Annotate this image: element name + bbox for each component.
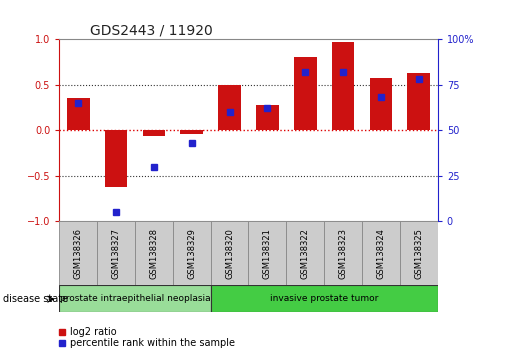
Text: GSM138328: GSM138328 <box>149 228 158 280</box>
Bar <box>362 221 400 287</box>
Text: GSM138322: GSM138322 <box>301 229 310 279</box>
Bar <box>211 221 248 287</box>
Text: GDS2443 / 11920: GDS2443 / 11920 <box>90 24 212 38</box>
Bar <box>135 221 173 287</box>
Bar <box>173 221 211 287</box>
Bar <box>294 57 317 130</box>
Text: GSM138320: GSM138320 <box>225 229 234 279</box>
Bar <box>407 73 430 130</box>
Bar <box>256 105 279 130</box>
Bar <box>67 98 90 130</box>
Text: GSM138323: GSM138323 <box>339 228 348 280</box>
Bar <box>324 221 362 287</box>
Text: log2 ratio: log2 ratio <box>70 327 116 337</box>
Bar <box>59 221 97 287</box>
Text: GSM138327: GSM138327 <box>112 228 121 280</box>
Bar <box>370 78 392 130</box>
Text: GSM138325: GSM138325 <box>415 229 423 279</box>
Bar <box>143 130 165 137</box>
Text: GSM138321: GSM138321 <box>263 229 272 279</box>
Text: percentile rank within the sample: percentile rank within the sample <box>70 338 234 348</box>
Bar <box>286 221 324 287</box>
Bar <box>332 42 354 130</box>
Bar <box>211 285 438 312</box>
Bar <box>59 285 211 312</box>
Bar <box>180 130 203 134</box>
Bar <box>97 221 135 287</box>
Bar <box>248 221 286 287</box>
Text: GSM138329: GSM138329 <box>187 229 196 279</box>
Text: disease state: disease state <box>3 294 67 304</box>
Text: GSM138324: GSM138324 <box>376 229 385 279</box>
Text: invasive prostate tumor: invasive prostate tumor <box>270 294 379 303</box>
Bar <box>105 130 127 187</box>
Text: GSM138326: GSM138326 <box>74 228 82 280</box>
Text: prostate intraepithelial neoplasia: prostate intraepithelial neoplasia <box>60 294 210 303</box>
Bar <box>400 221 438 287</box>
Bar <box>218 85 241 130</box>
